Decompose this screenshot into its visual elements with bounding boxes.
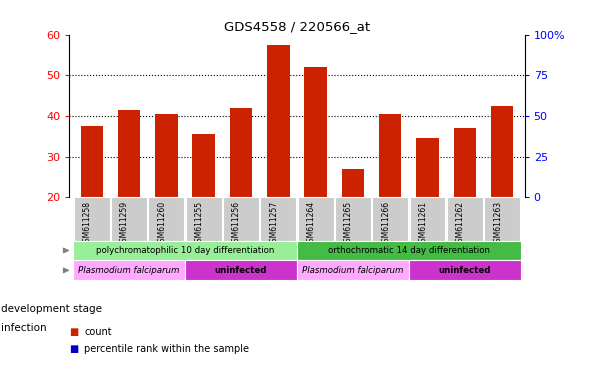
Bar <box>230 108 252 197</box>
Text: orthochromatic 14 day differentiation: orthochromatic 14 day differentiation <box>328 246 490 255</box>
Bar <box>298 197 333 240</box>
Bar <box>379 114 402 197</box>
Text: GSM611257: GSM611257 <box>270 201 279 247</box>
Text: percentile rank within the sample: percentile rank within the sample <box>84 344 250 354</box>
Text: ■: ■ <box>69 327 78 337</box>
Text: Plasmodium falciparum: Plasmodium falciparum <box>302 266 403 275</box>
Text: ■: ■ <box>69 344 78 354</box>
Bar <box>373 197 408 240</box>
Bar <box>111 197 147 240</box>
Bar <box>81 126 103 197</box>
Text: polychromatophilic 10 day differentiation: polychromatophilic 10 day differentiatio… <box>96 246 274 255</box>
Point <box>423 7 432 13</box>
Bar <box>409 260 521 280</box>
Bar <box>223 197 259 240</box>
Text: GSM611259: GSM611259 <box>120 201 129 247</box>
Text: GSM611266: GSM611266 <box>381 201 390 247</box>
Text: Plasmodium falciparum: Plasmodium falciparum <box>78 266 180 275</box>
Bar <box>192 134 215 197</box>
Title: GDS4558 / 220566_at: GDS4558 / 220566_at <box>224 20 370 33</box>
Point <box>87 19 96 25</box>
Text: GSM611264: GSM611264 <box>307 201 315 247</box>
Text: GSM611260: GSM611260 <box>157 201 166 247</box>
Point <box>348 25 358 31</box>
Point <box>236 1 246 7</box>
Text: GSM611255: GSM611255 <box>195 201 204 247</box>
Point <box>199 23 209 30</box>
Text: GSM611265: GSM611265 <box>344 201 353 247</box>
Point <box>460 3 470 9</box>
Bar <box>186 197 221 240</box>
Bar <box>118 110 140 197</box>
Text: development stage: development stage <box>1 304 101 314</box>
Text: infection: infection <box>1 323 46 333</box>
Point <box>124 7 134 13</box>
Bar <box>447 197 483 240</box>
Point <box>385 5 395 11</box>
Bar <box>155 114 177 197</box>
Bar <box>305 67 327 197</box>
Text: GSM611261: GSM611261 <box>418 201 428 247</box>
Point <box>274 0 283 3</box>
Point <box>162 7 171 13</box>
Point <box>497 0 507 3</box>
Text: uninfected: uninfected <box>439 266 491 275</box>
Bar <box>491 106 513 197</box>
Bar <box>342 169 364 197</box>
Bar <box>73 260 185 280</box>
Bar <box>453 128 476 197</box>
Bar <box>73 240 297 260</box>
Bar <box>409 197 446 240</box>
Bar <box>260 197 296 240</box>
Bar <box>297 260 409 280</box>
Bar <box>185 260 297 280</box>
Text: uninfected: uninfected <box>215 266 267 275</box>
Text: GSM611258: GSM611258 <box>83 201 92 247</box>
Point <box>311 0 320 3</box>
Bar <box>74 197 110 240</box>
Bar <box>484 197 520 240</box>
Bar <box>335 197 371 240</box>
Bar <box>417 138 439 197</box>
Text: count: count <box>84 327 112 337</box>
Text: GSM611256: GSM611256 <box>232 201 241 247</box>
Text: GSM611262: GSM611262 <box>456 201 465 247</box>
Bar <box>267 45 289 197</box>
Bar <box>297 240 521 260</box>
Text: GSM611263: GSM611263 <box>493 201 502 247</box>
Bar <box>148 197 185 240</box>
